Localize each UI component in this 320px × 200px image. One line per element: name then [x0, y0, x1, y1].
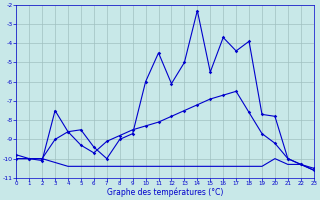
X-axis label: Graphe des températures (°C): Graphe des températures (°C) [107, 188, 223, 197]
